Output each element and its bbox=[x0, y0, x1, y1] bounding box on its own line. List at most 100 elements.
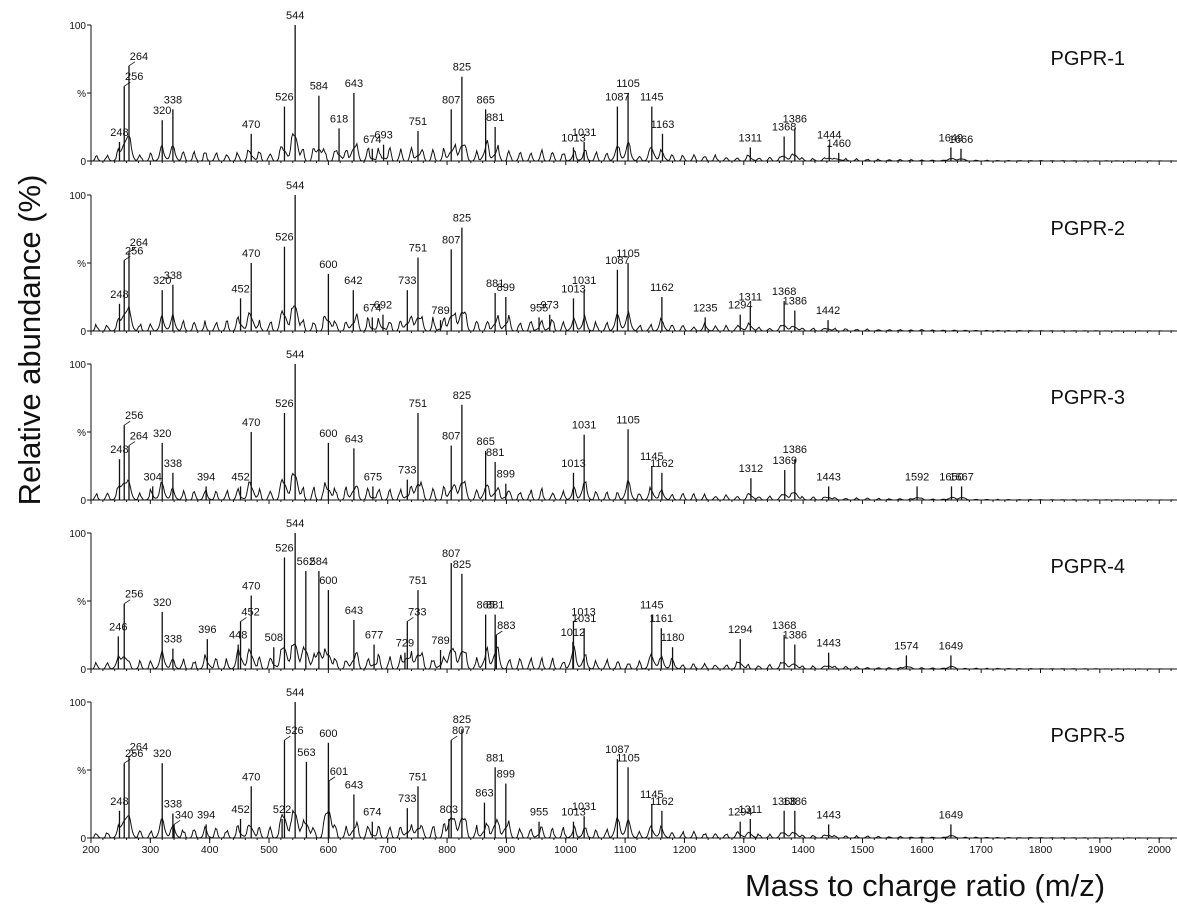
x-tick-label: 700 bbox=[379, 844, 397, 856]
spectrum-trace bbox=[91, 643, 1177, 670]
peak-label: 1386 bbox=[783, 296, 807, 308]
peak-label: 674 bbox=[363, 134, 381, 146]
peak-label: 600 bbox=[319, 259, 337, 271]
peak-label: 733 bbox=[398, 275, 416, 287]
y-tick-label: 0 bbox=[80, 157, 86, 168]
peak-label: 1368 bbox=[772, 122, 796, 134]
peak-label: 1031 bbox=[572, 613, 596, 625]
peak-label: 338 bbox=[164, 799, 182, 811]
x-tick-label: 900 bbox=[498, 844, 516, 856]
peak-label: 643 bbox=[345, 78, 363, 90]
peak-label: 825 bbox=[453, 390, 471, 402]
peak-label: 1180 bbox=[661, 632, 685, 644]
y-tick-label: 100 bbox=[69, 529, 86, 540]
peak-label: 1649 bbox=[939, 132, 963, 144]
peak-label: 470 bbox=[242, 417, 260, 429]
peak-label: 584 bbox=[310, 81, 328, 93]
peak-label: 1386 bbox=[783, 113, 807, 125]
peak-label: 320 bbox=[153, 428, 171, 440]
peak-label: 825 bbox=[453, 213, 471, 225]
peak-leader bbox=[496, 630, 503, 636]
peak-label: 544 bbox=[286, 180, 304, 192]
peak-label: 674 bbox=[363, 807, 381, 819]
peak-label: 899 bbox=[497, 769, 515, 781]
y-tick-label: 0 bbox=[80, 327, 86, 338]
peak-label: 881 bbox=[486, 752, 504, 764]
x-tick-label: 1300 bbox=[732, 844, 756, 856]
peak-label: 1386 bbox=[783, 796, 807, 808]
y-tick-label: 100 bbox=[69, 191, 86, 202]
peak-label: 340 bbox=[175, 809, 193, 821]
peak-label: 643 bbox=[345, 779, 363, 791]
peak-label: 246 bbox=[109, 621, 127, 633]
peak-label: 448 bbox=[229, 630, 247, 642]
x-tick-label: 1400 bbox=[791, 844, 815, 856]
peak-label: 789 bbox=[431, 635, 449, 647]
peak-label: 1235 bbox=[693, 302, 717, 314]
panel-title: PGPR-5 bbox=[1051, 725, 1125, 747]
peak-label: 1013 bbox=[561, 458, 585, 470]
spectrum-panel: 0% 100 248 256 264 304 320 338 394 452 470 526 544 60… bbox=[69, 349, 1177, 507]
peak-label: 643 bbox=[345, 605, 363, 617]
peak-label: 394 bbox=[197, 809, 215, 821]
x-tick-label: 1600 bbox=[910, 844, 934, 856]
peak-label: 677 bbox=[365, 630, 383, 642]
y-tick-label: % bbox=[77, 89, 86, 100]
y-tick-label: % bbox=[77, 766, 86, 777]
peak-label: 751 bbox=[409, 398, 427, 410]
peak-label: 1087 bbox=[605, 744, 629, 756]
peak-label: 256 bbox=[125, 71, 143, 83]
peak-label: 1666 bbox=[949, 134, 973, 146]
y-tick-label: % bbox=[77, 597, 86, 608]
peak-label: 863 bbox=[475, 788, 493, 800]
peak-label: 1574 bbox=[894, 640, 918, 652]
peak-leader bbox=[128, 752, 136, 757]
peak-label: 452 bbox=[231, 471, 249, 483]
peak-label: 1105 bbox=[616, 248, 640, 260]
peak-label: 1386 bbox=[783, 444, 807, 456]
peak-label: 825 bbox=[453, 62, 471, 74]
peak-label: 733 bbox=[398, 793, 416, 805]
peak-label: 470 bbox=[242, 771, 260, 783]
peak-label: 470 bbox=[242, 581, 260, 593]
peak-label: 452 bbox=[231, 804, 249, 816]
peak-label: 338 bbox=[164, 94, 182, 106]
peak-label: 1105 bbox=[616, 414, 640, 426]
peak-label: 248 bbox=[110, 444, 128, 456]
y-tick-label: 0 bbox=[80, 834, 86, 845]
peak-leader bbox=[173, 820, 181, 825]
peak-label: 674 bbox=[363, 302, 381, 314]
spectrum-trace bbox=[91, 472, 1177, 501]
peak-label: 1013 bbox=[571, 606, 595, 618]
peak-label: 1368 bbox=[772, 796, 796, 808]
peak-label: 865 bbox=[476, 600, 494, 612]
peak-label: 256 bbox=[125, 589, 143, 601]
peak-label: 1312 bbox=[739, 463, 763, 475]
peak-leader bbox=[124, 599, 131, 605]
x-tick-label: 1800 bbox=[1029, 844, 1053, 856]
peak-label: 256 bbox=[125, 245, 143, 257]
peak-label: 1294 bbox=[728, 300, 752, 312]
peak-label: 264 bbox=[130, 431, 148, 443]
peak-label: 807 bbox=[442, 234, 460, 246]
peak-leader bbox=[128, 441, 136, 446]
x-tick-label: 800 bbox=[438, 844, 456, 856]
peak-label: 693 bbox=[374, 130, 392, 142]
panel-title: PGPR-4 bbox=[1051, 556, 1125, 578]
peak-label: 1649 bbox=[939, 809, 963, 821]
peak-label: 1162 bbox=[650, 282, 674, 294]
peak-label: 955 bbox=[530, 302, 548, 314]
peak-label: 881 bbox=[486, 600, 504, 612]
x-tick-label: 500 bbox=[260, 844, 278, 856]
spectrum-trace bbox=[91, 304, 1177, 332]
peak-label: 256 bbox=[125, 748, 143, 760]
peak-label: 807 bbox=[442, 431, 460, 443]
peak-label: 955 bbox=[530, 807, 548, 819]
peak-label: 1442 bbox=[816, 305, 840, 317]
peak-label: 1031 bbox=[572, 420, 596, 432]
peak-label: 320 bbox=[153, 748, 171, 760]
peak-label: 1443 bbox=[816, 471, 840, 483]
peak-label: 1650 bbox=[939, 471, 963, 483]
